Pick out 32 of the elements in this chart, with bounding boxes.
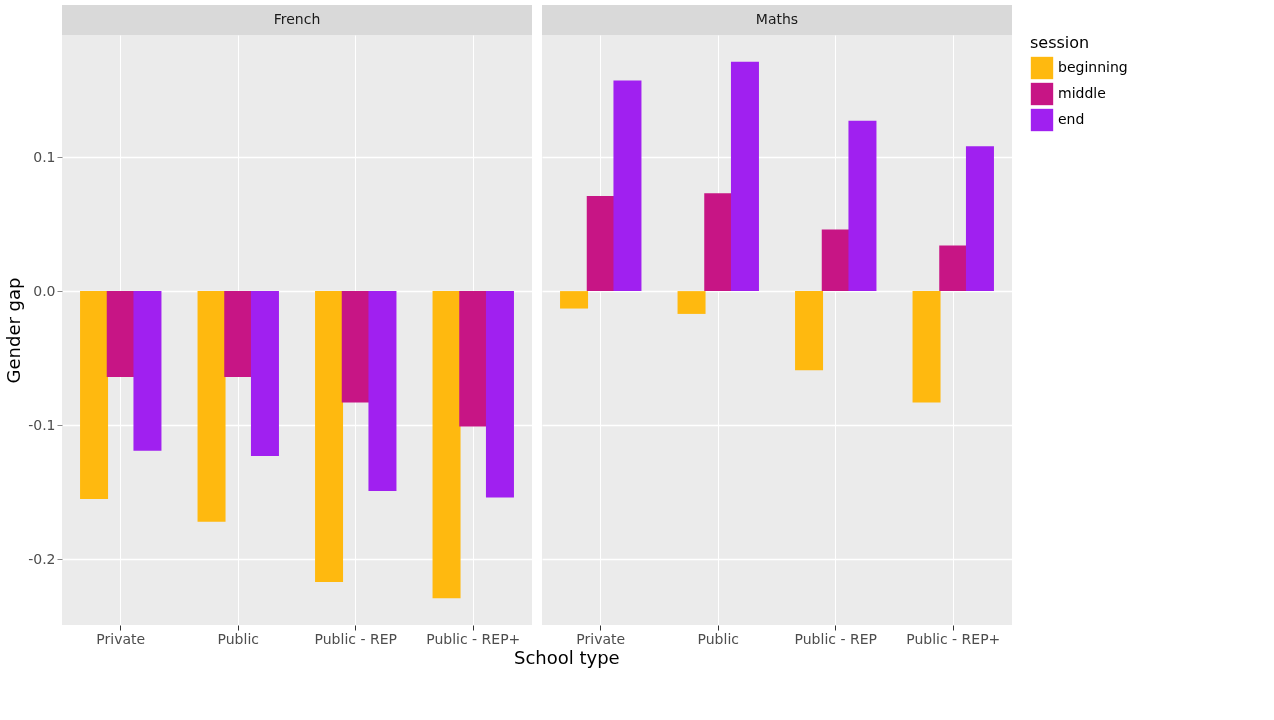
- bar: [730, 61, 759, 292]
- bar: [912, 291, 941, 403]
- bar: [939, 245, 968, 292]
- bar: [848, 120, 877, 292]
- x-tick-label: Public - REP+: [426, 630, 521, 647]
- bar: [560, 291, 589, 309]
- y-axis-title: Gender gap: [3, 277, 25, 384]
- x-tick-label: Private: [96, 630, 146, 647]
- bar: [677, 291, 706, 314]
- legend-title: session: [1030, 33, 1090, 52]
- y-tick-label: 0.0: [33, 282, 56, 299]
- legend-label: middle: [1058, 85, 1106, 101]
- chart-title: Maths: [755, 11, 799, 27]
- x-axis-title: School type: [513, 647, 620, 668]
- y-tick-label: 0.1: [33, 148, 56, 165]
- y-tick-label: -0.2: [28, 550, 56, 567]
- x-tick-label: Public: [217, 630, 259, 647]
- chart-title: French: [273, 11, 321, 27]
- bar: [613, 80, 642, 292]
- x-tick-label: Public - REP: [314, 630, 397, 647]
- bar: [586, 195, 615, 292]
- bar: [965, 146, 994, 292]
- legend-label: beginning: [1058, 59, 1128, 75]
- y-tick-label: -0.1: [28, 416, 56, 433]
- x-tick-label: Public: [697, 630, 739, 647]
- bar: [795, 291, 824, 371]
- x-tick-label: Public - REP: [794, 630, 877, 647]
- bar: [821, 229, 850, 292]
- bar: [704, 193, 733, 292]
- x-tick-label: Public - REP+: [906, 630, 1001, 647]
- x-tick-label: Private: [576, 630, 626, 647]
- legend-label: end: [1058, 111, 1085, 127]
